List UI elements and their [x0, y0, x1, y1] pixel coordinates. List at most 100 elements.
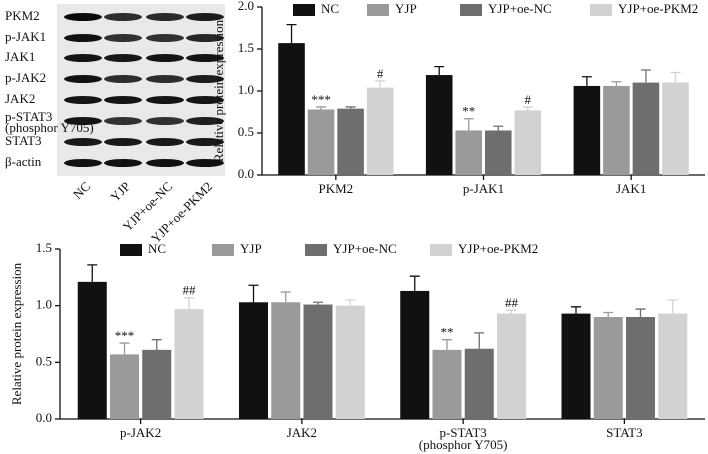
- blot-band: [64, 54, 102, 62]
- legend-label: YJP+oe-PKM2: [458, 241, 538, 256]
- y-axis-title: Relative protein expression: [211, 19, 226, 162]
- y-tick-label: 0.0: [36, 410, 52, 425]
- legend-swatch: [293, 4, 315, 16]
- blot-band: [104, 13, 142, 21]
- bar: [432, 349, 462, 419]
- bar: [303, 304, 333, 419]
- error-bar: [506, 309, 517, 314]
- error-bar: [635, 308, 646, 317]
- bar: [455, 130, 483, 175]
- bar: [335, 305, 365, 419]
- significance-label: #: [377, 66, 384, 81]
- bar: [573, 85, 601, 175]
- error-bar: [409, 275, 420, 291]
- error-bar: [248, 284, 259, 303]
- error-bar: [667, 299, 678, 314]
- y-tick-label: 2.0: [238, 0, 254, 13]
- error-bar: [474, 332, 485, 349]
- bar: [400, 290, 430, 419]
- legend-swatch: [367, 4, 389, 16]
- x-tick-label: STAT3: [606, 425, 643, 440]
- bar: [174, 309, 204, 419]
- error-bar: [434, 65, 445, 76]
- y-tick-label: 0.5: [238, 124, 254, 139]
- bar: [271, 302, 301, 419]
- bar: [484, 130, 512, 175]
- x-tick-label: JAK2: [287, 425, 317, 440]
- error-bar: [280, 291, 291, 303]
- blot-band: [186, 54, 224, 62]
- legend-label: YJP+oe-NC: [333, 241, 397, 256]
- blot-row-label: p-JAK2: [5, 70, 46, 85]
- x-tick-label: JAK1: [616, 181, 646, 196]
- significance-label: ##: [183, 283, 197, 298]
- legend-swatch: [430, 244, 452, 256]
- bar: [464, 348, 494, 419]
- legend-label: YJP: [395, 1, 417, 16]
- bar: [278, 43, 305, 176]
- blot-lane-label: NC: [70, 179, 93, 202]
- legend-label: NC: [148, 241, 166, 256]
- blot-row-label: JAK2: [5, 91, 35, 106]
- legend-label: YJP+oe-NC: [488, 1, 552, 16]
- blot-band: [146, 34, 184, 42]
- x-tick-label: PKM2: [318, 181, 353, 196]
- bar: [496, 313, 527, 419]
- bar: [366, 87, 394, 175]
- x-tick-label: p-JAK2: [120, 425, 161, 440]
- y-tick-label: 0.5: [36, 353, 52, 368]
- blot-band: [186, 117, 224, 125]
- y-tick-label: 1.5: [36, 240, 52, 255]
- blot-band: [146, 54, 184, 62]
- blot-band: [186, 13, 224, 21]
- legend-label: NC: [321, 1, 339, 16]
- blot-band: [104, 117, 142, 125]
- legend-swatch: [590, 4, 612, 16]
- error-bar: [603, 311, 614, 317]
- error-bar: [316, 106, 327, 110]
- significance-label: **: [441, 325, 454, 340]
- error-bar: [581, 76, 592, 86]
- error-bar: [522, 106, 533, 111]
- legend-label: YJP+oe-PKM2: [618, 1, 698, 16]
- bar: [561, 313, 591, 419]
- blot-band: [104, 75, 142, 83]
- significance-label: ***: [311, 92, 331, 107]
- x-tick-label: p-STAT3: [439, 425, 486, 440]
- bar: [238, 302, 269, 419]
- error-bar: [313, 301, 323, 305]
- y-axis-title: Relative protein expression: [9, 262, 24, 405]
- blot-band: [146, 13, 184, 21]
- error-bar: [119, 342, 130, 355]
- blot-band: [64, 34, 102, 42]
- error-bar: [151, 339, 162, 350]
- y-tick-label: 1.5: [238, 40, 254, 55]
- x-tick-label: p-JAK1: [463, 181, 504, 196]
- blot-band: [104, 54, 142, 62]
- bar: [662, 82, 689, 175]
- blot-lane-label: YJP: [107, 179, 133, 205]
- blot-band: [64, 75, 102, 83]
- error-bar: [87, 264, 98, 282]
- blot-band: [104, 96, 142, 104]
- blot-band: [146, 117, 184, 125]
- blot-band: [186, 138, 224, 146]
- error-bar: [184, 297, 194, 310]
- bar: [593, 317, 623, 419]
- blot-row-label: p-JAK1: [5, 29, 46, 44]
- blot-band: [104, 138, 142, 146]
- error-bar: [442, 339, 452, 350]
- x-tick-note: (phosphor Y705): [419, 437, 508, 452]
- error-bar: [493, 125, 504, 131]
- significance-label: ##: [505, 295, 519, 310]
- blot-row-label: PKM2: [5, 8, 40, 23]
- legend-swatch: [460, 4, 482, 16]
- blot-band: [64, 117, 102, 125]
- y-tick-label: 1.0: [36, 297, 52, 312]
- error-bar: [611, 81, 622, 86]
- error-bar: [463, 118, 474, 131]
- blot-band: [146, 138, 184, 146]
- bar: [337, 108, 364, 175]
- blot-row-label: JAK1: [5, 49, 35, 64]
- legend-label: YJP: [240, 241, 262, 256]
